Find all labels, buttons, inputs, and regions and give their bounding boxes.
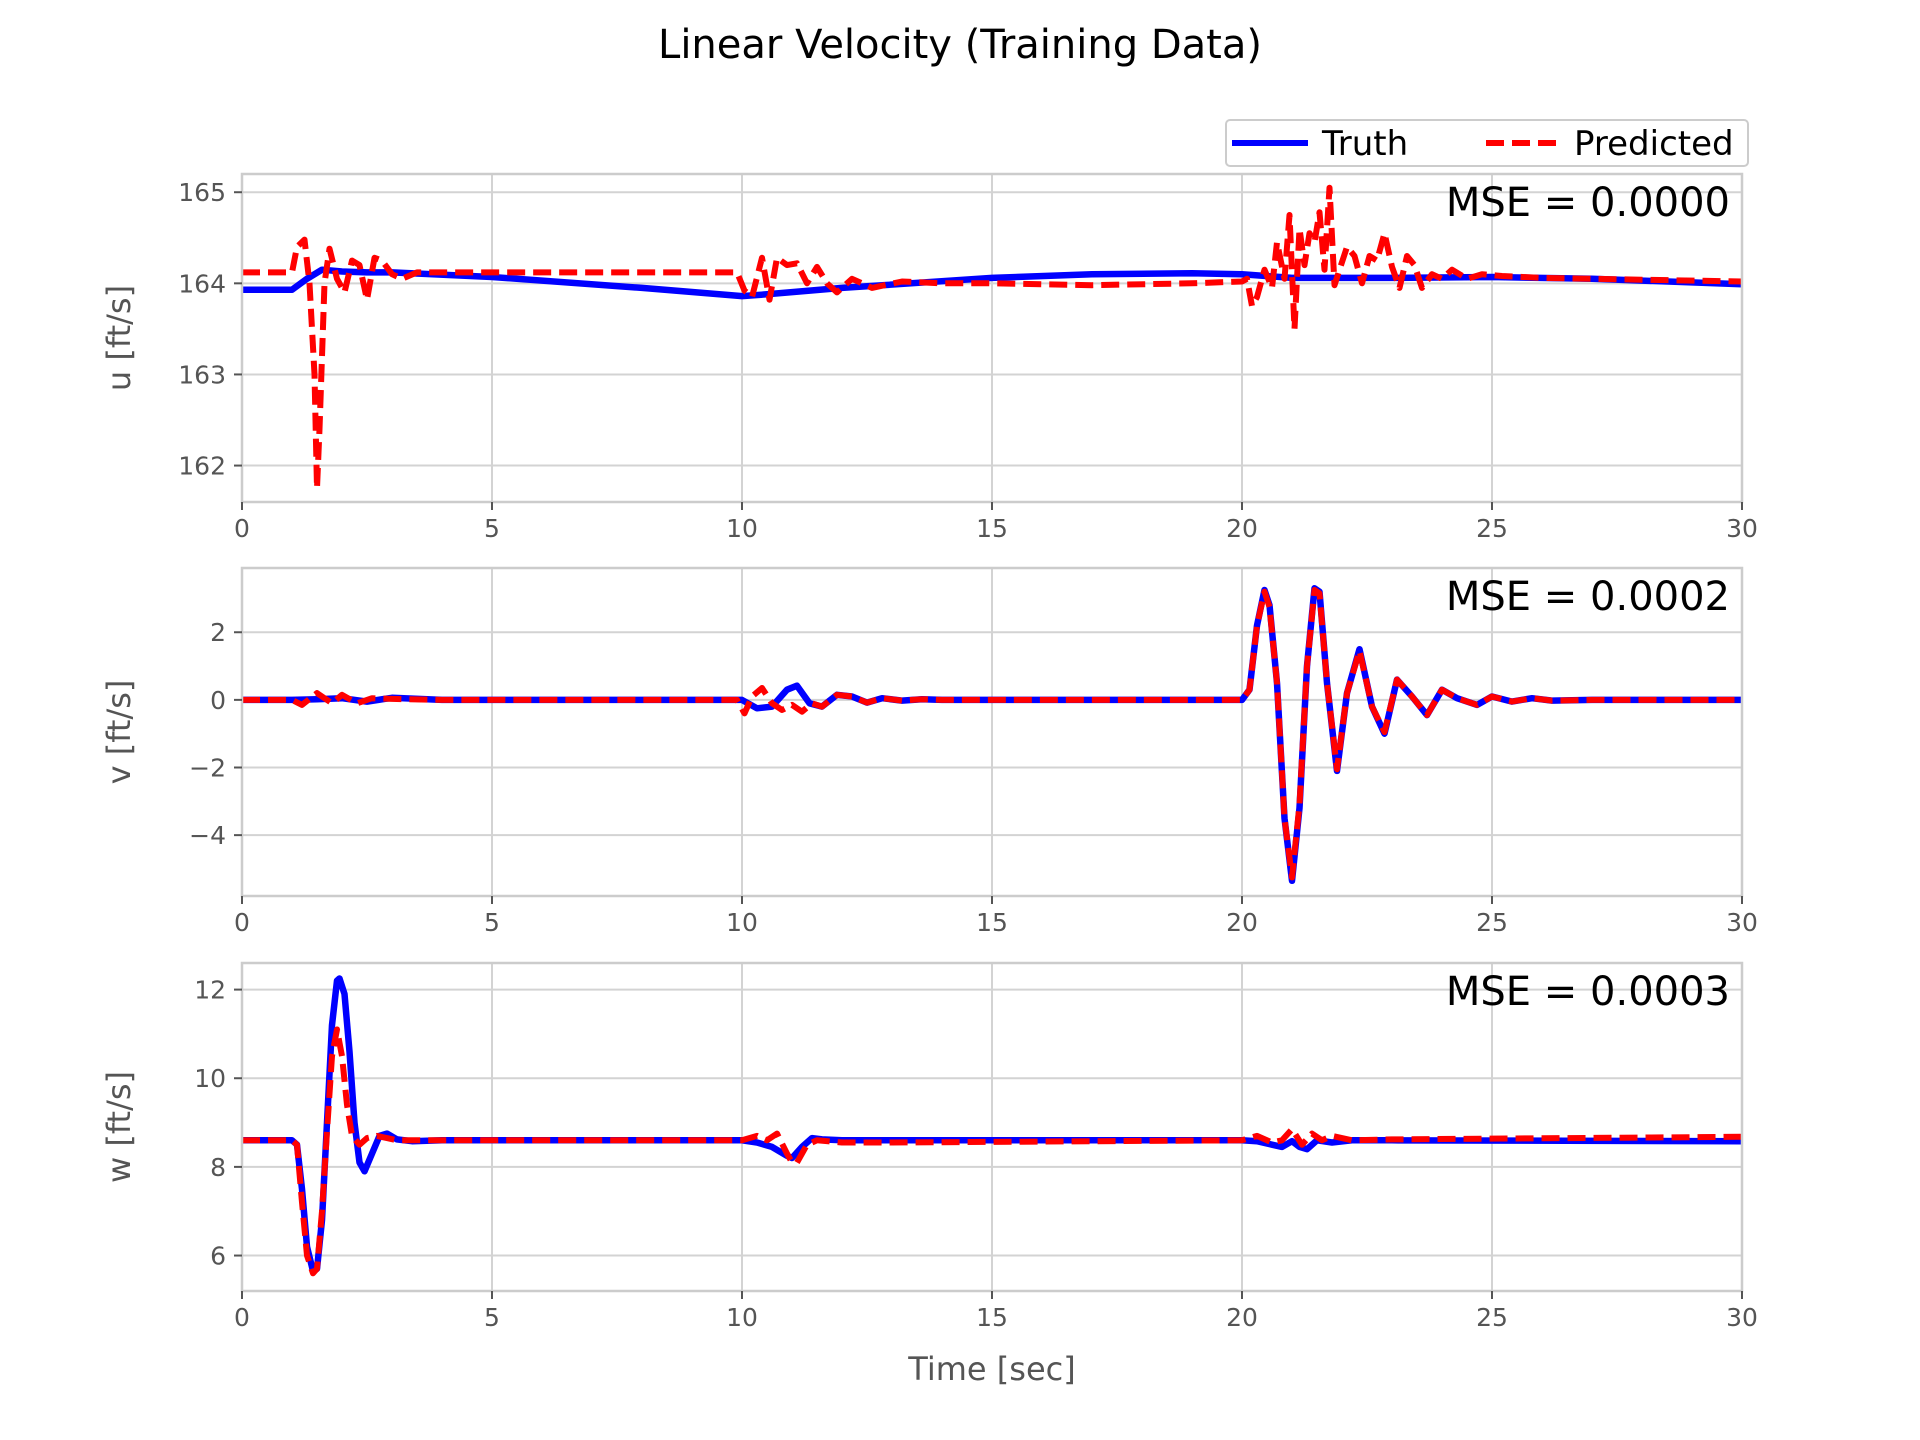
- y-axis-label: w [ft/s]: [100, 1071, 138, 1183]
- x-tick-label: 25: [1476, 514, 1508, 543]
- x-tick-label: 30: [1726, 1303, 1758, 1332]
- y-tick-label: 162: [178, 452, 226, 481]
- y-tick-label: 6: [210, 1242, 226, 1271]
- y-tick-label: 12: [194, 976, 226, 1005]
- y-tick-label: 165: [178, 178, 226, 207]
- x-tick-label: 0: [234, 514, 250, 543]
- y-tick-label: 10: [194, 1064, 226, 1093]
- series-line-predicted: [242, 587, 1742, 881]
- series-line-predicted: [242, 1026, 1742, 1277]
- x-tick-label: 15: [976, 908, 1008, 937]
- y-tick-label: 0: [210, 686, 226, 715]
- y-tick-label: 8: [210, 1153, 226, 1182]
- x-tick-label: 25: [1476, 1303, 1508, 1332]
- legend-truth-label: Truth: [1321, 124, 1408, 164]
- y-axis-label: u [ft/s]: [100, 285, 138, 391]
- x-tick-label: 15: [976, 1303, 1008, 1332]
- x-tick-label: 10: [726, 514, 758, 543]
- x-tick-label: 15: [976, 514, 1008, 543]
- subplot-u: 0 5 10 15 20 25 30 162 163 164 165 u [ft/s] MSE = 0.…: [100, 172, 1758, 543]
- x-tick-label: 20: [1226, 514, 1258, 543]
- y-tick-label: −4: [189, 821, 226, 850]
- x-tick-label: 5: [484, 908, 500, 937]
- subplot-w: 0 5 10 15 20 25 30 6 8 10 12 w [ft/s] Time [sec] MSE …: [100, 961, 1758, 1388]
- mse-annotation: MSE = 0.0002: [1446, 574, 1730, 620]
- x-tick-label: 20: [1226, 1303, 1258, 1332]
- x-tick-label: 5: [484, 514, 500, 543]
- legend-predicted-label: Predicted: [1574, 124, 1734, 164]
- legend: Truth Predicted: [1225, 119, 1749, 167]
- x-tick-label: 20: [1226, 908, 1258, 937]
- x-tick-label: 30: [1726, 514, 1758, 543]
- mse-annotation: MSE = 0.0000: [1446, 180, 1730, 226]
- subplot-v: 0 5 10 15 20 25 30 −4 −2 0 2 v [ft/s] MSE = 0.0002: [100, 566, 1758, 937]
- x-tick-label: 10: [726, 908, 758, 937]
- mse-annotation: MSE = 0.0003: [1446, 969, 1730, 1015]
- x-tick-label: 0: [234, 1303, 250, 1332]
- x-axis-label: Time [sec]: [907, 1350, 1075, 1388]
- y-tick-label: 164: [178, 269, 226, 298]
- x-tick-label: 5: [484, 1303, 500, 1332]
- figure-title: Linear Velocity (Training Data): [658, 22, 1262, 68]
- x-tick-label: 30: [1726, 908, 1758, 937]
- x-tick-label: 0: [234, 908, 250, 937]
- series-line-predicted: [242, 184, 1742, 492]
- y-tick-label: 163: [178, 360, 226, 389]
- y-tick-label: 2: [210, 618, 226, 647]
- x-tick-label: 10: [726, 1303, 758, 1332]
- y-tick-label: −2: [189, 754, 226, 783]
- y-axis-label: v [ft/s]: [100, 680, 138, 785]
- x-tick-label: 25: [1476, 908, 1508, 937]
